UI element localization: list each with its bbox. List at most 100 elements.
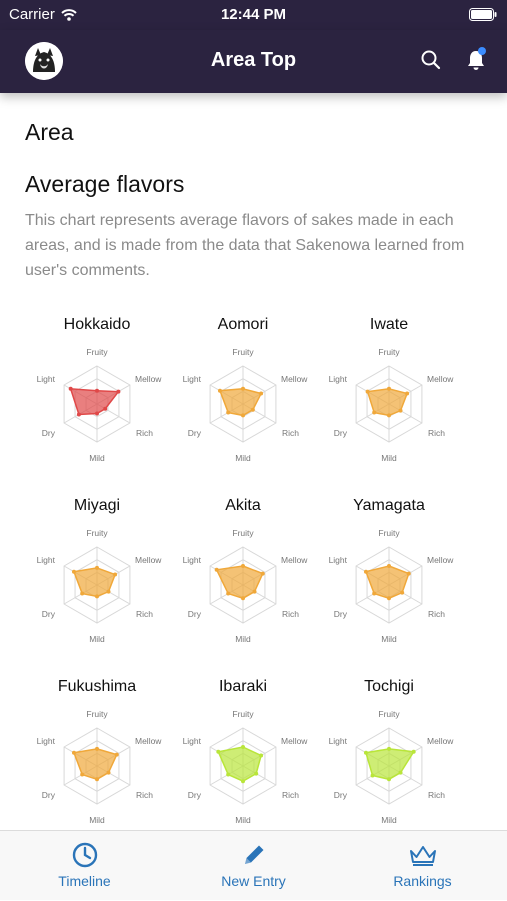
radar-plot: Fruity Mellow Rich Mild Dry Light <box>183 347 309 463</box>
radar-axis-label: Rich <box>136 790 153 800</box>
radar-axis-label: Mellow <box>135 374 162 384</box>
radar-point <box>71 750 76 755</box>
radar-axis-label: Rich <box>428 790 445 800</box>
radar-point <box>260 571 265 576</box>
radar-axis-label: Light <box>183 555 202 565</box>
radar-chart-yamagata[interactable]: Yamagata Fruity Mellow Rich Mild Dry Light <box>316 494 462 675</box>
carrier-label: Carrier <box>9 6 55 23</box>
radar-axis-label: Mellow <box>427 374 454 384</box>
radar-axis-label: Mild <box>89 453 105 463</box>
radar-point <box>365 389 370 394</box>
radar-point <box>106 589 111 594</box>
radar-point <box>216 749 221 754</box>
radar-axis-label: Mellow <box>427 555 454 565</box>
radar-point <box>372 591 377 596</box>
radar-chart-title: Iwate <box>369 316 409 333</box>
clock-icon <box>72 842 97 868</box>
radar-axis-label: Mild <box>381 634 397 644</box>
radar-chart-fukushima[interactable]: Fukushima Fruity Mellow Rich Mild Dry Light <box>24 675 170 830</box>
radar-axis-label: Dry <box>188 609 202 619</box>
radar-axis-label: Fruity <box>232 528 254 538</box>
radar-axis-label: Fruity <box>378 347 400 357</box>
search-icon[interactable] <box>420 49 442 71</box>
radar-point <box>372 410 377 415</box>
radar-point <box>259 391 264 396</box>
radar-axis-label: Rich <box>136 609 153 619</box>
radar-point <box>76 412 81 417</box>
tab-timeline[interactable]: Timeline <box>0 831 169 901</box>
battery-icon <box>469 8 497 21</box>
radar-chart-title: Fukushima <box>57 678 137 695</box>
radar-point <box>95 594 99 599</box>
notification-badge <box>478 47 486 55</box>
radar-chart-akita[interactable]: Akita Fruity Mellow Rich Mild Dry Light <box>170 494 316 675</box>
radar-axis-label: Dry <box>188 790 202 800</box>
radar-axis-label: Light <box>37 736 56 746</box>
tab-rankings[interactable]: Rankings <box>338 831 507 901</box>
radar-axis-label: Fruity <box>86 709 108 719</box>
tab-new-entry[interactable]: New Entry <box>169 831 338 901</box>
radar-axis-label: Mild <box>235 453 251 463</box>
radar-axis-label: Dry <box>334 609 348 619</box>
radar-axis-label: Mellow <box>281 374 308 384</box>
radar-point <box>387 596 391 601</box>
radar-point <box>103 406 108 411</box>
radar-chart-title: Akita <box>225 497 261 514</box>
radar-axis-label: Mild <box>235 634 251 644</box>
radar-axis-label: Dry <box>334 428 348 438</box>
radar-point <box>259 753 264 758</box>
radar-chart-ibaraki[interactable]: Ibaraki Fruity Mellow Rich Mild Dry Light <box>170 675 316 830</box>
radar-point <box>387 777 391 782</box>
radar-point <box>95 411 99 416</box>
radar-point <box>241 413 245 418</box>
radar-axis-label: Rich <box>428 609 445 619</box>
radar-point <box>106 770 111 775</box>
radar-point <box>387 746 391 751</box>
radar-axis-label: Light <box>329 374 348 384</box>
radar-chart-iwate[interactable]: Iwate Fruity Mellow Rich Mild Dry Light <box>316 313 462 494</box>
radar-point <box>95 388 99 393</box>
radar-axis-label: Fruity <box>378 709 400 719</box>
radar-axis-label: Mellow <box>281 555 308 565</box>
radar-chart-title: Ibaraki <box>218 678 268 695</box>
avatar[interactable] <box>25 42 63 80</box>
radar-axis-label: Light <box>37 374 56 384</box>
radar-point <box>95 565 99 570</box>
radar-chart-title: Aomori <box>217 316 269 333</box>
area-heading: Area <box>25 119 74 145</box>
radar-chart-title: Tochigi <box>364 678 414 695</box>
wifi-icon <box>61 8 77 21</box>
radar-axis-label: Dry <box>188 428 202 438</box>
radar-chart-tochigi[interactable]: Tochigi Fruity Mellow Rich Mild Dry Light <box>316 675 462 830</box>
radar-chart-aomori[interactable]: Aomori Fruity Mellow Rich Mild Dry Light <box>170 313 316 494</box>
radar-chart-hokkaido[interactable]: Hokkaido Fruity Mellow Rich Mild Dry Light <box>24 313 170 494</box>
status-bar: Carrier 12:44 PM <box>0 0 507 30</box>
radar-axis-label: Mild <box>381 815 397 825</box>
page-title: Area Top <box>210 49 297 71</box>
radar-point <box>241 779 245 784</box>
radar-point <box>405 391 410 396</box>
radar-point <box>241 564 245 568</box>
radar-axis-label: Rich <box>282 609 299 619</box>
radar-axis-label: Mellow <box>135 736 162 746</box>
dog-avatar-icon <box>25 42 63 80</box>
radar-plot: Fruity Mellow Rich Mild Dry Light <box>329 347 455 463</box>
radar-axis-label: Fruity <box>232 347 254 357</box>
tab-timeline-label: Timeline <box>58 873 111 889</box>
average-flavors-heading: Average flavors <box>25 171 185 197</box>
radar-axis-label: Light <box>183 736 202 746</box>
radar-point <box>363 569 368 574</box>
radar-axis-label: Mellow <box>427 736 454 746</box>
radar-axis-label: Fruity <box>86 347 108 357</box>
radar-axis-label: Mild <box>89 634 105 644</box>
radar-point <box>114 752 119 757</box>
radar-plot: Fruity Mellow Rich Mild Dry Light <box>183 528 309 644</box>
radar-axis-label: Fruity <box>86 528 108 538</box>
radar-point <box>387 413 391 418</box>
radar-chart-miyagi[interactable]: Miyagi Fruity Mellow Rich Mild Dry Light <box>24 494 170 675</box>
radar-point <box>250 407 255 412</box>
radar-point <box>252 589 257 594</box>
radar-axis-label: Mild <box>235 815 251 825</box>
radar-point <box>116 389 121 394</box>
radar-point <box>241 596 245 601</box>
